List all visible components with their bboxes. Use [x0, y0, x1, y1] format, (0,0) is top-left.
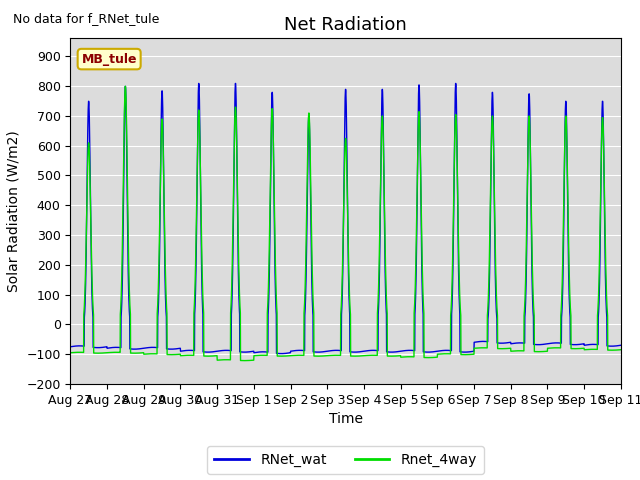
RNet_wat — [277, 351, 285, 357]
Rnet_4way — [162, 292, 170, 298]
Rnet_4way — [607, 348, 614, 353]
Text: No data for f_RNet_tule: No data for f_RNet_tule — [13, 12, 159, 25]
Rnet_4way — [302, 263, 310, 268]
Line: RNet_wat: RNet_wat — [70, 84, 621, 354]
RNet_wat — [162, 304, 170, 310]
RNet_wat — [617, 342, 625, 348]
Legend: RNet_wat, Rnet_4way: RNet_wat, Rnet_4way — [207, 446, 484, 474]
RNet_wat — [302, 290, 310, 296]
Title: Net Radiation: Net Radiation — [284, 16, 407, 34]
Rnet_4way — [241, 358, 248, 363]
RNet_wat — [129, 346, 137, 352]
RNet_wat — [195, 81, 203, 86]
Rnet_4way — [122, 84, 129, 89]
Rnet_4way — [67, 350, 74, 356]
Rnet_4way — [547, 345, 555, 351]
Rnet_4way — [278, 353, 285, 359]
Rnet_4way — [129, 350, 137, 356]
RNet_wat — [547, 340, 555, 346]
X-axis label: Time: Time — [328, 412, 363, 426]
Rnet_4way — [617, 347, 625, 353]
Y-axis label: Solar Radiation (W/m2): Solar Radiation (W/m2) — [7, 131, 20, 292]
Line: Rnet_4way: Rnet_4way — [70, 86, 621, 360]
RNet_wat — [607, 343, 614, 349]
RNet_wat — [67, 344, 74, 349]
Text: MB_tule: MB_tule — [81, 53, 137, 66]
RNet_wat — [278, 351, 285, 357]
